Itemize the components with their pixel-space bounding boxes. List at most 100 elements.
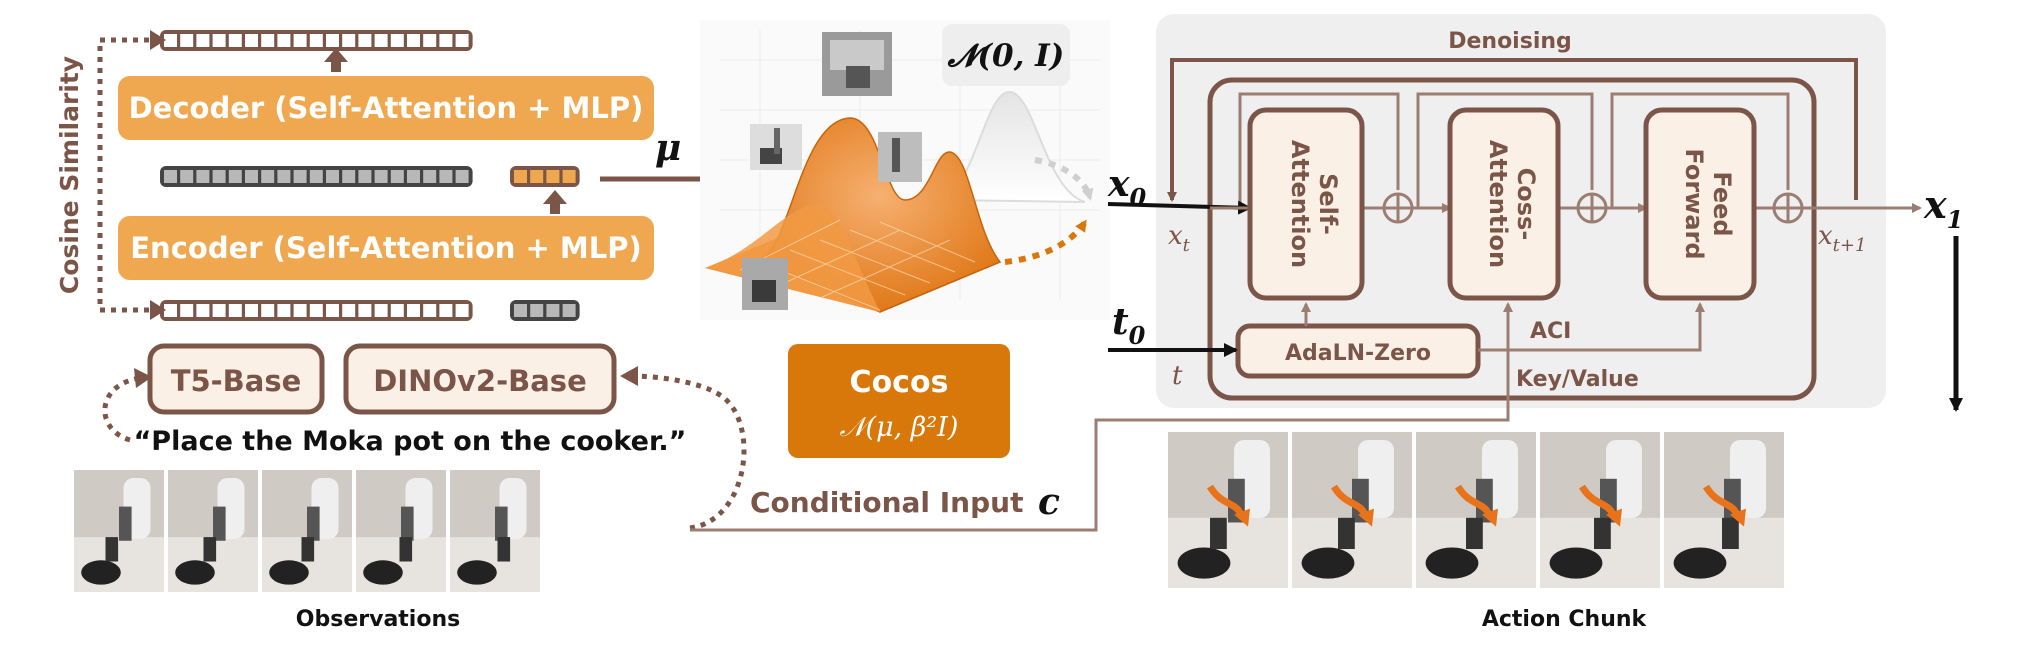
output-token-strip (160, 30, 473, 51)
token-cell (212, 170, 226, 183)
x1-main: x (1923, 182, 1948, 227)
token-cell (358, 304, 372, 317)
token-cell (407, 34, 420, 47)
x0-main: x (1107, 163, 1130, 205)
token-cell (546, 170, 560, 183)
denoising-label: Denoising (1448, 29, 1572, 54)
moka-pot (497, 537, 511, 562)
decoder-box (118, 76, 654, 140)
token-cell (562, 170, 576, 183)
dino-label: DINOv2-Base (373, 364, 587, 398)
denoising-loop (1167, 58, 1858, 202)
x1-label: x1 (1923, 182, 1963, 234)
cosine-arrowhead-top (150, 30, 166, 50)
self-attention-label: Self-Attention (1286, 140, 1342, 268)
cooker (269, 560, 309, 585)
cosine-arrowhead-bottom (150, 300, 166, 320)
motion-arrowhead (1234, 508, 1250, 527)
token-cell (423, 304, 437, 317)
moka-pot (1338, 517, 1355, 549)
cross-attention-block (1447, 107, 1561, 301)
token-cell (390, 170, 404, 183)
mu-label: μ (655, 127, 681, 169)
token-cell (196, 34, 210, 47)
token-cell (530, 304, 544, 317)
token-cell (374, 34, 388, 47)
input-token-strip (160, 300, 473, 321)
encoder-output-arrowhead (543, 190, 567, 204)
cooker (363, 560, 403, 585)
instruction-curve (102, 375, 141, 443)
scene-frame (1168, 432, 1288, 588)
token-cell (196, 170, 210, 183)
t5-box (147, 343, 325, 415)
cooker (1673, 547, 1727, 579)
add-nodes (1382, 192, 1804, 224)
token-cell (358, 170, 372, 183)
token-cell (293, 34, 307, 47)
instruction-text: “Place the Moka pot on the cooker.” (134, 426, 687, 457)
token-cell (358, 34, 372, 47)
token-cell (293, 304, 307, 317)
crossAttnText-line: Coss- (1512, 168, 1540, 241)
selfAttnText-line: Attention (1286, 140, 1314, 268)
token-cell (277, 170, 291, 183)
token-cell (309, 34, 323, 47)
cross-attention-label: Coss-Attention (1484, 140, 1540, 268)
token-cell (212, 304, 226, 317)
robot-thumbnail-1 (822, 32, 892, 96)
aci-label: ACI (1530, 319, 1571, 344)
instruction-arrowhead (134, 368, 152, 388)
cooker (1549, 547, 1603, 579)
token-cell (530, 170, 544, 183)
robot-thumbnail-2 (750, 124, 802, 170)
t5-label: T5-Base (171, 364, 302, 398)
action-chunk-frames (1168, 432, 1784, 588)
token-cell (390, 304, 404, 317)
token-cell (180, 304, 194, 317)
token-cell (245, 34, 258, 47)
token-cell (423, 170, 437, 183)
token-cell (164, 304, 177, 317)
t0-label: t0 (1112, 301, 1146, 350)
encoder-panel: Decoder (Self-Attention + MLP) Encoder (… (55, 30, 747, 531)
robot-gripper (307, 506, 320, 541)
sample-arrow (1004, 219, 1088, 265)
cooker (1177, 547, 1231, 579)
robot-gripper (213, 506, 226, 541)
decoder-label: Decoder (Self-Attention + MLP) (129, 91, 644, 125)
crossAttnText-line: Attention (1484, 140, 1512, 268)
scene-frame (450, 470, 540, 592)
action-chunk-label: Action Chunk (1482, 607, 1648, 632)
scene-frame (1540, 432, 1660, 588)
robot-thumbnail-4 (742, 258, 788, 310)
cocos-box (788, 344, 1010, 458)
observation-curve (629, 373, 747, 531)
input-gray-tokens (510, 300, 580, 321)
token-cell (293, 170, 307, 183)
encoder-label: Encoder (Self-Attention + MLP) (130, 231, 641, 265)
cooker (81, 560, 121, 585)
robot-gripper (401, 506, 414, 541)
token-cell (326, 304, 339, 317)
token-cell (374, 304, 388, 317)
token-cell (164, 170, 177, 183)
cocos-title: Cocos (850, 365, 949, 400)
token-cell (342, 304, 356, 317)
token-strip-frame (510, 166, 580, 187)
token-cell (277, 34, 291, 47)
latent-mu-tokens (510, 166, 580, 187)
ffText-line: Feed (1708, 171, 1736, 236)
token-cell (390, 34, 404, 47)
x0-label: x0 (1107, 163, 1146, 212)
dino-box (343, 343, 617, 415)
token-cell (514, 304, 527, 317)
token-cell (423, 34, 437, 47)
xt1-main: x (1818, 221, 1833, 251)
cooker (1301, 547, 1355, 579)
token-cell (212, 34, 226, 47)
xt1-label: xt+1 (1818, 221, 1866, 256)
token-cell (228, 34, 242, 47)
decoder-output-arrowhead (324, 48, 348, 62)
token-cell (196, 304, 210, 317)
